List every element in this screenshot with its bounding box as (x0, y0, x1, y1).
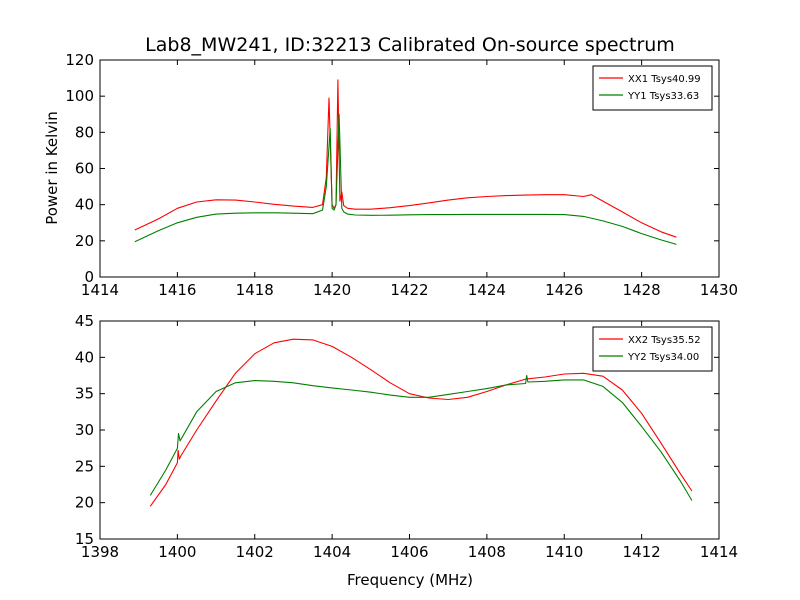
bottom-x-tick-label: 1398 (81, 543, 119, 561)
top-legend-label: XX1 Tsys40.99 (628, 74, 701, 85)
top-y-tick-label: 60 (75, 160, 94, 178)
bottom-x-axis-label: Frequency (MHz) (346, 571, 474, 589)
bottom-legend-label: YY2 Tsys34.00 (627, 352, 699, 363)
bottom-x-tick-label: 1412 (623, 543, 661, 561)
bottom-x-tick-label: 1400 (158, 543, 196, 561)
bottom-x-tick-label: 1404 (313, 543, 351, 561)
bottom-series-line-2 (149, 374, 693, 501)
top-y-tick-label: 80 (75, 123, 94, 141)
bottom-x-tick-label: 1410 (545, 543, 583, 561)
top-y-tick-label: 20 (75, 232, 94, 250)
top-series-line-1 (134, 79, 677, 238)
chart-title: Lab8_MW241, ID:32213 Calibrated On-sourc… (145, 34, 675, 56)
top-legend-box (592, 65, 713, 111)
bottom-y-tick-label: 35 (75, 385, 94, 403)
top-x-tick-label: 1416 (158, 281, 196, 299)
top-x-tick-label: 1428 (623, 281, 661, 299)
top-y-tick-label: 120 (65, 51, 94, 69)
top-x-tick-label: 1422 (390, 281, 428, 299)
top-x-tick-label: 1420 (313, 281, 351, 299)
top-x-tick-label: 1414 (81, 281, 119, 299)
bottom-legend-label: XX2 Tsys35.52 (628, 335, 701, 346)
bottom-y-tick-label: 30 (75, 421, 94, 439)
bottom-y-tick-label: 45 (75, 312, 94, 330)
bottom-y-tick-label: 25 (75, 457, 94, 475)
top-x-tick-label: 1430 (700, 281, 738, 299)
top-x-tick-label: 1418 (236, 281, 274, 299)
bottom-x-tick-label: 1408 (468, 543, 506, 561)
top-y-tick-label: 100 (65, 87, 94, 105)
top-legend-label: YY1 Tsys33.63 (627, 91, 699, 102)
bottom-y-tick-label: 15 (75, 530, 94, 548)
bottom-x-tick-label: 1402 (236, 543, 274, 561)
bottom-y-tick-label: 40 (75, 348, 94, 366)
top-series-line-2 (134, 113, 677, 245)
bottom-series-line-1 (149, 338, 693, 507)
bottom-legend-box (592, 326, 713, 372)
top-x-tick-label: 1424 (468, 281, 506, 299)
bottom-y-tick-label: 20 (75, 494, 94, 512)
top-x-tick-label: 1426 (545, 281, 583, 299)
bottom-x-tick-label: 1406 (390, 543, 428, 561)
top-y-tick-label: 0 (84, 268, 94, 286)
top-y-tick-label: 40 (75, 196, 94, 214)
bottom-x-tick-label: 1414 (700, 543, 738, 561)
